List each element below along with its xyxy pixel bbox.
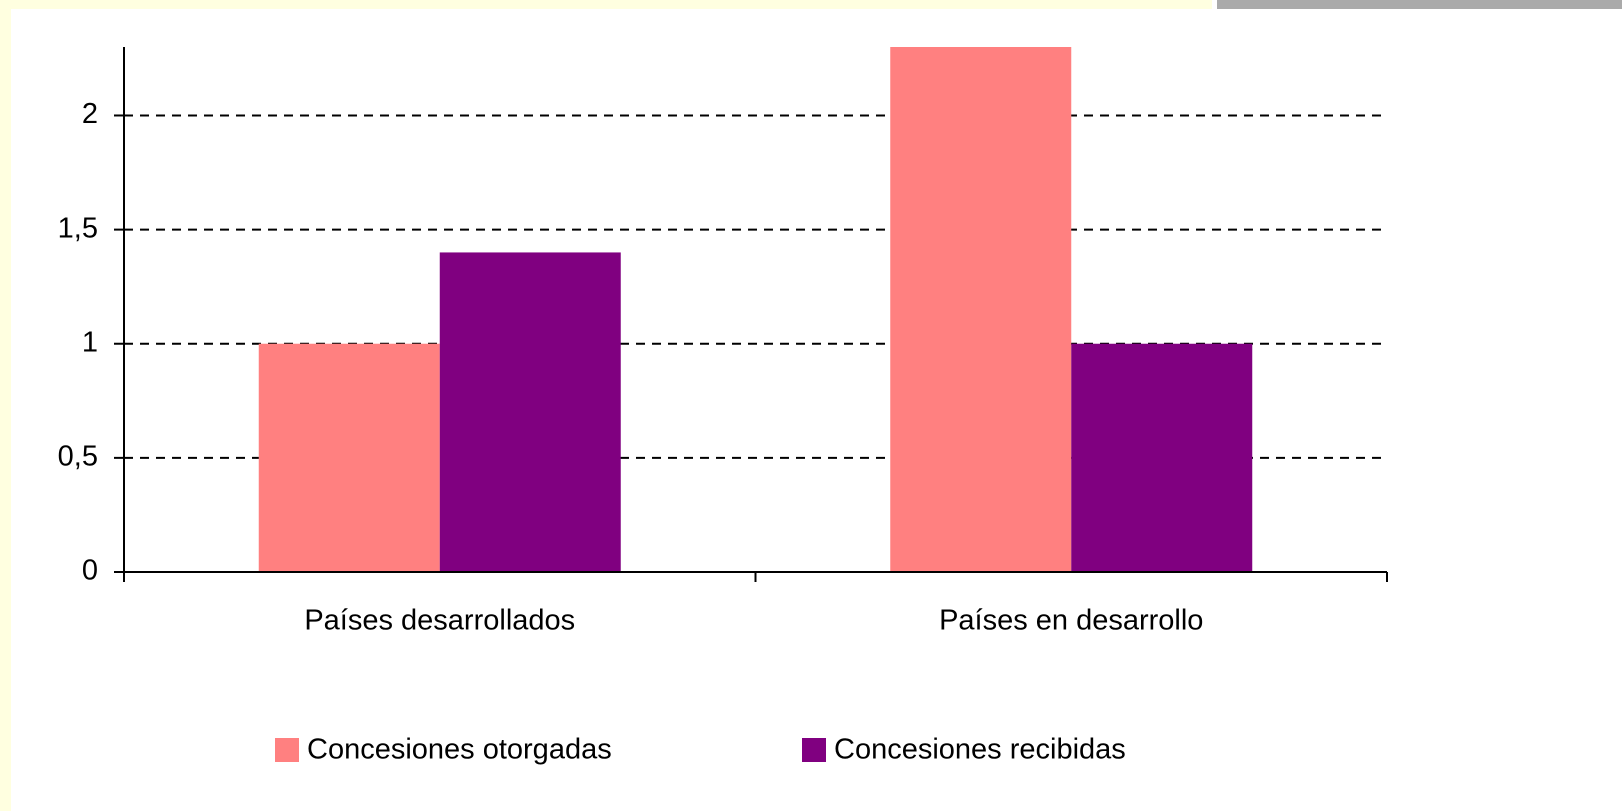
bar	[890, 47, 1072, 572]
bar	[1071, 343, 1253, 572]
left-border	[0, 0, 11, 811]
top-right-strip	[1217, 0, 1622, 9]
legend-swatch	[275, 738, 299, 762]
y-tick-label: 2	[82, 98, 98, 130]
y-tick-label: 0	[82, 555, 98, 587]
bar	[258, 343, 440, 572]
plot-area: 0 0,5 1 1,5 2 Países desarrollados Países en d…	[58, 47, 1388, 766]
y-tick-label: 1,5	[58, 212, 98, 244]
top-border	[0, 0, 1212, 9]
bar	[439, 252, 621, 572]
x-tick-label: Países desarrollados	[304, 605, 575, 637]
y-tick-label: 1	[82, 326, 98, 358]
legend-label: Concesiones otorgadas	[307, 734, 612, 766]
legend-label: Concesiones recibidas	[834, 734, 1126, 766]
legend-swatch	[802, 738, 826, 762]
x-tick-label: Países en desarrollo	[939, 605, 1203, 637]
y-tick-label: 0,5	[58, 441, 98, 473]
